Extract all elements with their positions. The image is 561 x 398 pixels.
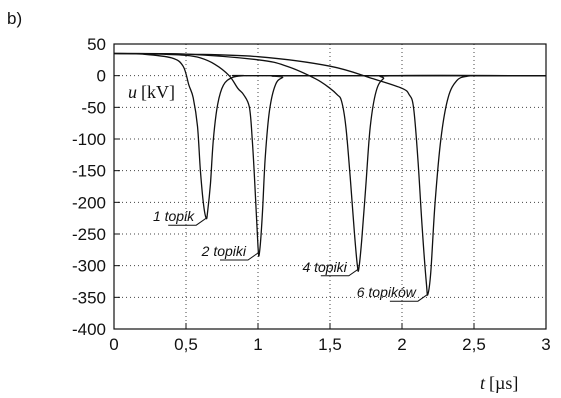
y-axis-label: u [kV] <box>128 82 175 102</box>
x-tick-label: 0 <box>109 335 118 354</box>
tick-labels: 0 0,5 1 1,5 2 2,5 3 50 0 -50 -100 -150 -200 -250 -300 -… <box>72 35 551 354</box>
annotation-leader-2 <box>220 252 259 261</box>
series-group <box>113 52 547 296</box>
y-tick-label: 0 <box>97 67 106 86</box>
y-tick-label: -400 <box>72 320 106 339</box>
axis-ticks <box>113 43 547 330</box>
annotation-label-4: 6 topików <box>357 284 417 300</box>
annotation-label-2: 2 topiki <box>201 243 247 259</box>
x-tick-label: 0,5 <box>174 335 198 354</box>
annotation-leaders <box>168 217 429 302</box>
annotation-labels: 1 topik 2 topiki 4 topiki 6 topików <box>153 208 417 300</box>
x-axis-symbol: t <box>480 373 486 393</box>
y-tick-label: -50 <box>81 98 106 117</box>
annotation-label-3: 4 topiki <box>302 259 347 275</box>
y-tick-label: -200 <box>72 193 106 212</box>
x-tick-label: 1,5 <box>318 335 342 354</box>
x-axis-label: t [µs] <box>480 373 518 393</box>
series-line-3 <box>113 52 547 272</box>
x-tick-label: 1 <box>253 335 262 354</box>
series-line-4 <box>113 52 547 296</box>
annotation-leader-1 <box>168 217 207 226</box>
plot-frame <box>113 43 547 330</box>
y-tick-label: -350 <box>72 288 106 307</box>
y-tick-label: -150 <box>72 162 106 181</box>
y-tick-label: 50 <box>87 35 106 54</box>
annotation-leader-4 <box>389 293 429 302</box>
series-line-1 <box>113 52 546 220</box>
annotation-label-1: 1 topik <box>153 208 195 224</box>
y-tick-label: -300 <box>72 257 106 276</box>
x-tick-label: 2 <box>397 335 406 354</box>
annotation-leader-3 <box>320 268 360 277</box>
y-tick-label: -100 <box>72 130 106 149</box>
grid <box>114 44 546 329</box>
x-axis-unit: [µs] <box>489 373 518 393</box>
y-tick-label: -250 <box>72 225 106 244</box>
y-axis-symbol: u <box>128 82 137 102</box>
x-tick-label: 3 <box>541 335 550 354</box>
y-axis-unit: [kV] <box>141 82 175 102</box>
series-line-2 <box>113 52 547 257</box>
panel-label: b) <box>7 9 22 28</box>
x-tick-label: 2,5 <box>462 335 486 354</box>
